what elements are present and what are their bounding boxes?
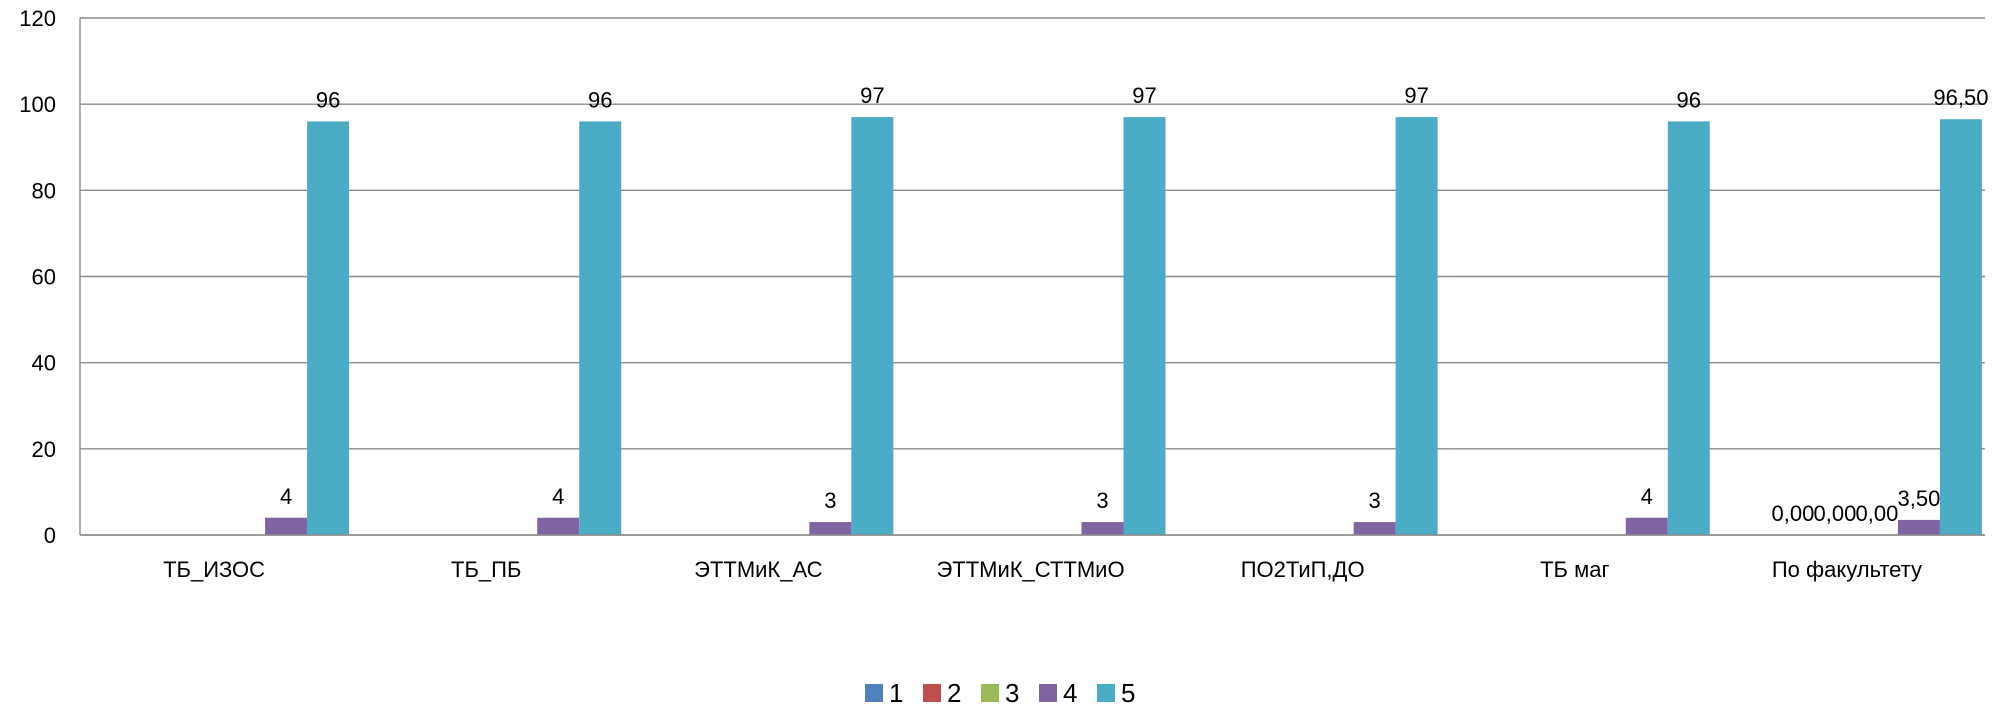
legend-swatch-3	[981, 684, 999, 702]
bar-series-5	[1123, 117, 1166, 535]
x-tick-label: ТБ_ПБ	[451, 557, 521, 582]
bar-series-5	[851, 117, 894, 535]
bar-series-5	[579, 121, 622, 536]
data-label: 96,50	[1933, 85, 1988, 110]
y-tick-label: 20	[32, 437, 56, 462]
x-tick-label: ТБ маг	[1540, 557, 1609, 582]
data-label: 4	[280, 484, 292, 509]
data-label: 4	[1641, 484, 1653, 509]
legend-label: 2	[947, 678, 961, 708]
bar-series-4	[537, 517, 580, 535]
bar-series-4	[809, 522, 852, 535]
x-tick-label: ТБ_ИЗОС	[163, 557, 265, 582]
bar-series-5	[1939, 119, 1982, 535]
data-label: 96	[1677, 87, 1701, 112]
legend-label: 5	[1121, 678, 1135, 708]
data-label: 97	[1404, 83, 1428, 108]
legend-swatch-4	[1039, 684, 1057, 702]
bar-series-5	[307, 121, 350, 536]
data-label: 97	[1132, 83, 1156, 108]
data-label: 3,50	[1898, 486, 1941, 511]
legend-label: 3	[1005, 678, 1019, 708]
data-label: 0,00	[1856, 501, 1899, 526]
data-label: 3	[824, 488, 836, 513]
y-tick-label: 40	[32, 351, 56, 376]
data-label: 96	[588, 87, 612, 112]
legend-swatch-5	[1097, 684, 1115, 702]
bar-series-4	[1625, 517, 1668, 535]
data-label: 3	[1369, 488, 1381, 513]
bar-series-5	[1667, 121, 1710, 536]
x-tick-label: ЭТТМиК_АС	[694, 557, 823, 582]
data-label: 4	[552, 484, 564, 509]
bar-series-4	[265, 517, 308, 535]
bar-series-4	[1081, 522, 1124, 535]
bar-series-4	[1353, 522, 1396, 535]
data-label: 97	[860, 83, 884, 108]
legend-swatch-2	[923, 684, 941, 702]
bar-series-4	[1897, 519, 1940, 535]
legend-swatch-1	[865, 684, 883, 702]
y-tick-label: 80	[32, 178, 56, 203]
y-tick-label: 60	[32, 265, 56, 290]
x-tick-label: ЭТТМиК_СТТМиО	[936, 557, 1124, 582]
x-tick-label: По факультету	[1772, 557, 1922, 582]
y-tick-label: 0	[44, 523, 56, 548]
x-tick-label: ПО2ТиП,ДО	[1241, 557, 1365, 582]
bar-series-5	[1395, 117, 1438, 535]
y-tick-label: 120	[19, 6, 56, 31]
data-label: 96	[316, 87, 340, 112]
y-tick-label: 100	[19, 92, 56, 117]
data-label: 3	[1096, 488, 1108, 513]
data-label: 0,00	[1772, 501, 1815, 526]
legend-label: 4	[1063, 678, 1077, 708]
data-label: 0,00	[1814, 501, 1857, 526]
legend-label: 1	[889, 678, 903, 708]
